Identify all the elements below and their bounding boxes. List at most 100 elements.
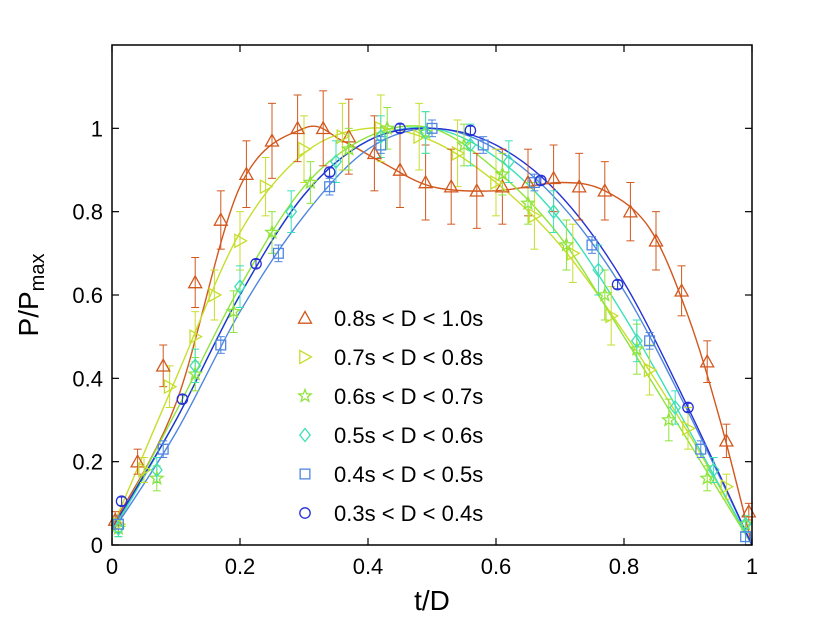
legend: 0.8s < D < 1.0s 0.7s < D < 0.8s 0.6s < D <… (297, 306, 483, 526)
data-point (250, 257, 262, 270)
data-point (490, 174, 504, 191)
x-tick-label: 0.6 (481, 554, 512, 579)
data-point (148, 469, 165, 486)
y-tick-label: 0.6 (72, 283, 103, 308)
data-point (571, 178, 587, 193)
data-point (720, 479, 735, 495)
data-point (547, 204, 560, 220)
x-tick-label: 0.2 (225, 554, 256, 579)
data-point (605, 308, 620, 324)
data-point (644, 335, 656, 347)
legend-marker (298, 427, 312, 443)
data-point (163, 379, 178, 395)
data-point (707, 462, 720, 478)
data-point (464, 124, 477, 137)
data-point (302, 174, 319, 190)
axis-ticks: 0 0.2 0.4 0.6 0.8 1 0 0.2 0.4 0.6 0.8 1 (72, 45, 758, 579)
y-tick-label: 1 (91, 116, 103, 141)
data-point (494, 178, 511, 193)
data-point (215, 339, 227, 351)
data-point (336, 129, 351, 145)
data-point (419, 124, 432, 141)
data-point (112, 520, 125, 536)
data-point (366, 145, 383, 160)
data-point (157, 443, 169, 455)
data-point (189, 329, 204, 345)
data-point (597, 182, 613, 197)
data-point (208, 287, 223, 303)
data-point (739, 516, 752, 532)
data-point (176, 393, 189, 406)
legend-marker (297, 387, 313, 403)
data-point (660, 411, 677, 427)
data-point (477, 139, 489, 151)
data-point (394, 122, 406, 135)
data-point (289, 120, 306, 135)
data-point (417, 174, 434, 189)
data-point (673, 282, 690, 297)
data-point (558, 236, 575, 252)
data-point (315, 120, 331, 135)
data-point (323, 166, 336, 178)
data-point (586, 239, 598, 251)
data-point (340, 140, 357, 156)
data-markers (107, 119, 757, 543)
data-point (464, 137, 477, 153)
data-point (643, 362, 658, 378)
legend-label: 0.3s < D < 0.4s (334, 501, 483, 526)
data-point (264, 132, 280, 147)
y-tick-label: 0.4 (72, 366, 103, 391)
data-point (233, 279, 247, 295)
fit-curve-series-1 (112, 125, 753, 546)
data-point (545, 170, 562, 185)
data-point (451, 145, 466, 161)
data-point (566, 245, 581, 261)
y-tick-label: 0.2 (72, 450, 103, 475)
y-axis-label: P/Pmax (13, 254, 49, 337)
x-tick-label: 0.8 (609, 554, 640, 579)
y-tick-label: 0 (91, 533, 103, 558)
data-point (596, 286, 613, 302)
x-tick-label: 0.4 (353, 554, 384, 579)
data-point (417, 124, 434, 140)
legend-marker (299, 507, 311, 519)
y-tick-label: 0.8 (72, 200, 103, 225)
data-point (238, 166, 255, 181)
data-point (520, 194, 536, 211)
y-axis-label-main: P/P (13, 291, 44, 336)
data-point (737, 515, 754, 531)
data-point (150, 462, 163, 478)
data-point (648, 232, 664, 247)
data-point (213, 212, 229, 226)
data-point (129, 453, 146, 468)
error-bars (111, 90, 753, 546)
x-axis-label: t/D (414, 585, 450, 616)
data-point (718, 432, 735, 447)
data-point (324, 181, 336, 193)
legend-label: 0.5s < D < 0.6s (334, 423, 483, 448)
legend-marker (299, 468, 311, 480)
legend-marker (297, 310, 313, 324)
data-point (329, 154, 343, 170)
data-point (695, 443, 707, 455)
legend-label: 0.4s < D < 0.5s (334, 462, 483, 487)
data-point (443, 178, 459, 193)
data-point (611, 278, 624, 291)
data-point (234, 233, 248, 249)
data-point (259, 179, 274, 195)
legend-label: 0.8s < D < 1.0s (334, 306, 483, 331)
data-point (669, 399, 682, 416)
data-point (520, 174, 536, 189)
data-point (379, 119, 396, 136)
data-point (469, 182, 485, 197)
data-point (225, 303, 242, 319)
data-point (682, 401, 694, 414)
x-tick-label: 0 (106, 554, 118, 579)
legend-marker (299, 349, 313, 365)
y-axis-label-sub: max (27, 254, 49, 292)
data-point (456, 136, 472, 152)
data-point (628, 340, 645, 356)
x-tick-label: 1 (746, 554, 758, 579)
data-point (534, 174, 547, 187)
